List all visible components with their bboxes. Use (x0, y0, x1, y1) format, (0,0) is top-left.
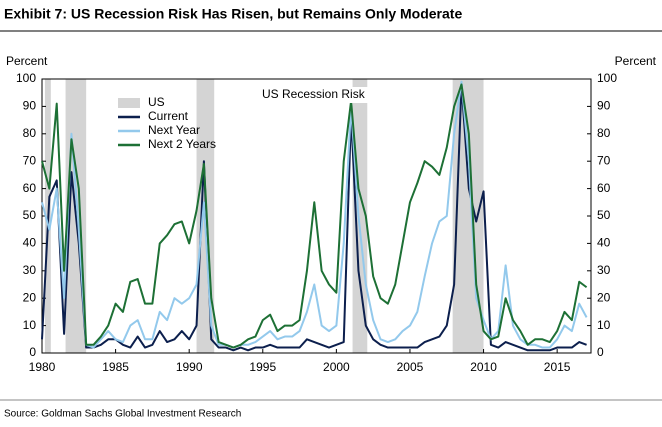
y-tick-label: 90 (23, 99, 37, 113)
y-tick-label: 100 (16, 71, 36, 85)
y2-tick-label: 20 (597, 290, 611, 304)
y2-tick-label: 50 (597, 208, 611, 222)
annotation-bg (255, 87, 383, 103)
y2-tick-label: 30 (597, 263, 611, 277)
y2-tick-label: 80 (597, 126, 611, 140)
y2-tick-label: 90 (597, 99, 611, 113)
y-tick-label: 70 (23, 153, 37, 167)
x-tick-label: 2005 (397, 360, 424, 374)
y-tick-label: 50 (23, 208, 37, 222)
y-tick-label: 80 (23, 126, 37, 140)
x-tick-label: 2015 (544, 360, 571, 374)
x-tick-label: 2010 (470, 360, 497, 374)
chart-title: Exhibit 7: US Recession Risk Has Risen, … (4, 6, 462, 22)
y2-tick-label: 40 (597, 236, 611, 250)
y-tick-label: 20 (23, 290, 37, 304)
x-tick-label: 1990 (176, 360, 203, 374)
legend-swatch (118, 98, 140, 108)
y2-tick-label: 60 (597, 181, 611, 195)
y2-tick-label: 70 (597, 153, 611, 167)
x-tick-label: 1985 (102, 360, 129, 374)
legend-label: US (148, 95, 165, 109)
y-tick-label: 60 (23, 181, 37, 195)
x-tick-label: 1980 (29, 360, 56, 374)
legend-label: Next Year (148, 123, 200, 137)
y-axis-label: Percent (6, 54, 48, 68)
legend-label: Current (148, 109, 189, 123)
recession-band (352, 79, 368, 353)
y-tick-label: 40 (23, 236, 37, 250)
x-tick-label: 1995 (249, 360, 276, 374)
legend-label: Next 2 Years (148, 137, 216, 151)
y-tick-label: 10 (23, 318, 37, 332)
x-tick-label: 2000 (323, 360, 350, 374)
annotation: US Recession Risk (262, 87, 366, 101)
y2-tick-label: 10 (597, 318, 611, 332)
y2-axis-label: Percent (615, 54, 657, 68)
series-line (41, 83, 587, 352)
y-tick-label: 30 (23, 263, 37, 277)
series-line (41, 83, 588, 349)
y-tick-label: 0 (29, 345, 36, 359)
series-line (41, 80, 588, 349)
y2-tick-label: 0 (597, 345, 604, 359)
y2-tick-label: 100 (597, 71, 617, 85)
source: Source: Goldman Sachs Global Investment … (4, 409, 241, 420)
